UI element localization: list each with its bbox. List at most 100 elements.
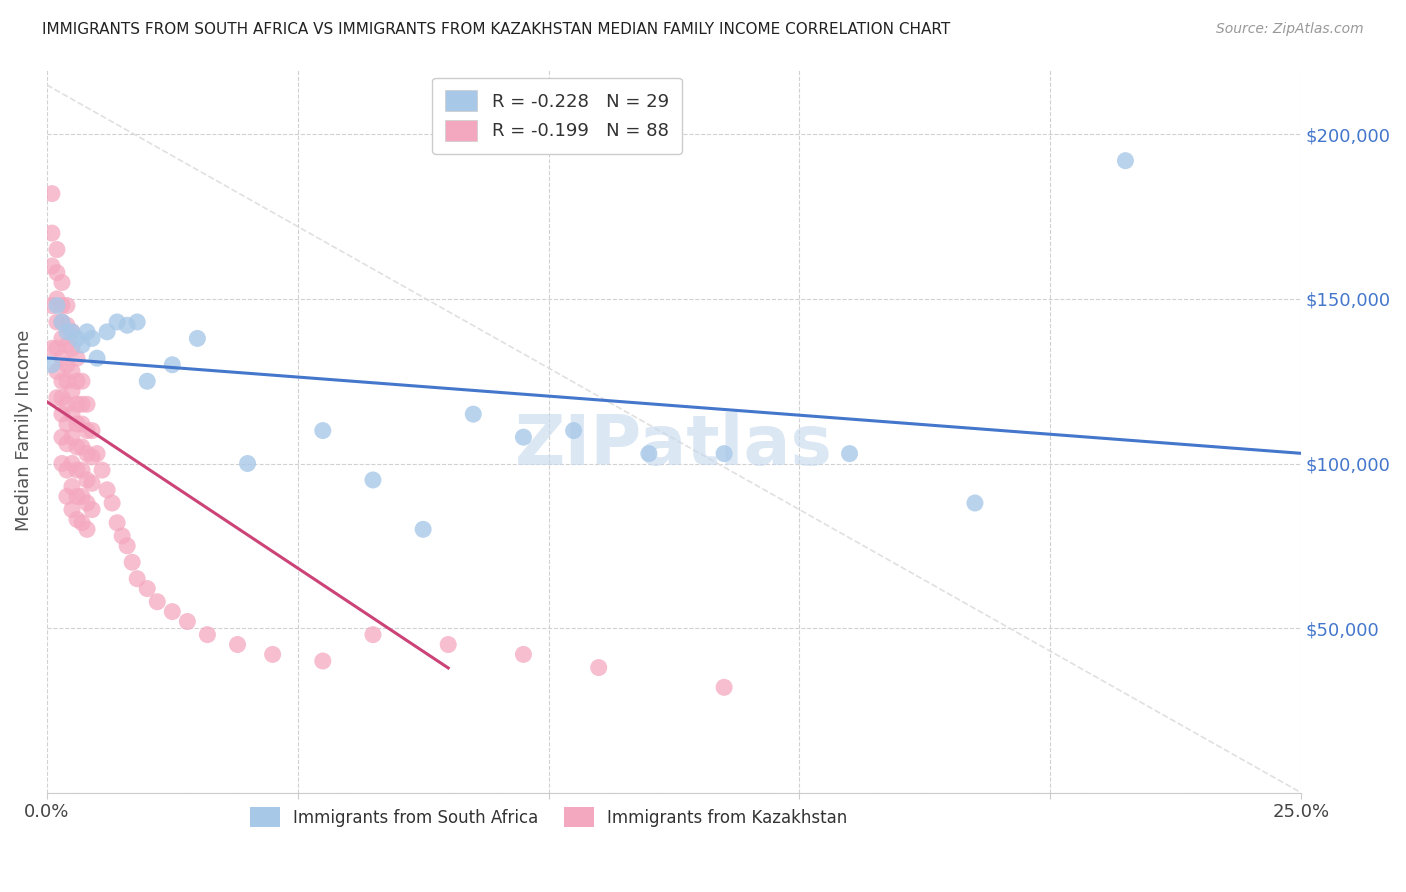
- Point: [51, 315, 73, 329]
- Point: [51, 276, 73, 290]
- Point: [115, 318, 138, 333]
- Point: [101, 496, 124, 510]
- Point: [713, 447, 735, 461]
- Point: [41, 226, 63, 240]
- Point: [262, 648, 284, 662]
- Point: [437, 638, 460, 652]
- Point: [361, 628, 384, 642]
- Point: [86, 447, 108, 461]
- Point: [1114, 153, 1136, 168]
- Point: [41, 259, 63, 273]
- Point: [146, 595, 169, 609]
- Point: [111, 529, 134, 543]
- Point: [80, 331, 103, 345]
- Point: [56, 397, 79, 411]
- Point: [512, 430, 534, 444]
- Point: [51, 298, 73, 312]
- Point: [91, 463, 114, 477]
- Point: [51, 391, 73, 405]
- Point: [105, 516, 128, 530]
- Point: [70, 463, 93, 477]
- Point: [562, 424, 585, 438]
- Point: [412, 522, 434, 536]
- Point: [60, 325, 83, 339]
- Point: [66, 440, 89, 454]
- Point: [136, 374, 159, 388]
- Point: [51, 315, 73, 329]
- Point: [162, 605, 184, 619]
- Point: [637, 447, 659, 461]
- Point: [45, 298, 67, 312]
- Point: [136, 582, 159, 596]
- Point: [80, 476, 103, 491]
- Point: [186, 331, 208, 345]
- Point: [60, 430, 83, 444]
- Point: [226, 638, 249, 652]
- Point: [121, 555, 143, 569]
- Point: [361, 473, 384, 487]
- Point: [41, 298, 63, 312]
- Point: [96, 325, 118, 339]
- Point: [60, 384, 83, 398]
- Point: [45, 341, 67, 355]
- Point: [56, 417, 79, 431]
- Point: [127, 315, 149, 329]
- Point: [70, 374, 93, 388]
- Point: [45, 292, 67, 306]
- Point: [512, 648, 534, 662]
- Point: [60, 479, 83, 493]
- Point: [66, 463, 89, 477]
- Point: [588, 660, 610, 674]
- Point: [70, 440, 93, 454]
- Point: [80, 424, 103, 438]
- Point: [76, 325, 98, 339]
- Point: [70, 417, 93, 431]
- Point: [45, 266, 67, 280]
- Point: [51, 407, 73, 421]
- Point: [76, 496, 98, 510]
- Point: [963, 496, 986, 510]
- Y-axis label: Median Family Income: Median Family Income: [15, 330, 32, 532]
- Point: [66, 331, 89, 345]
- Point: [463, 407, 485, 421]
- Text: ZIPatlas: ZIPatlas: [515, 411, 832, 479]
- Text: Source: ZipAtlas.com: Source: ZipAtlas.com: [1216, 22, 1364, 37]
- Point: [51, 351, 73, 366]
- Point: [45, 315, 67, 329]
- Point: [66, 397, 89, 411]
- Point: [115, 539, 138, 553]
- Point: [45, 364, 67, 378]
- Point: [80, 502, 103, 516]
- Point: [66, 490, 89, 504]
- Point: [41, 186, 63, 201]
- Point: [70, 338, 93, 352]
- Point: [56, 338, 79, 352]
- Point: [70, 516, 93, 530]
- Point: [176, 615, 198, 629]
- Point: [197, 628, 219, 642]
- Point: [51, 374, 73, 388]
- Legend: Immigrants from South Africa, Immigrants from Kazakhstan: Immigrants from South Africa, Immigrants…: [242, 799, 855, 835]
- Point: [312, 424, 335, 438]
- Point: [70, 490, 93, 504]
- Point: [66, 512, 89, 526]
- Point: [96, 483, 118, 497]
- Point: [56, 436, 79, 450]
- Point: [41, 341, 63, 355]
- Point: [56, 318, 79, 333]
- Point: [56, 358, 79, 372]
- Point: [66, 351, 89, 366]
- Text: IMMIGRANTS FROM SOUTH AFRICA VS IMMIGRANTS FROM KAZAKHSTAN MEDIAN FAMILY INCOME : IMMIGRANTS FROM SOUTH AFRICA VS IMMIGRAN…: [42, 22, 950, 37]
- Point: [86, 351, 108, 366]
- Point: [56, 325, 79, 339]
- Point: [56, 298, 79, 312]
- Point: [60, 364, 83, 378]
- Point: [127, 572, 149, 586]
- Point: [80, 450, 103, 464]
- Point: [76, 397, 98, 411]
- Point: [162, 358, 184, 372]
- Point: [60, 341, 83, 355]
- Point: [56, 490, 79, 504]
- Point: [76, 424, 98, 438]
- Point: [45, 243, 67, 257]
